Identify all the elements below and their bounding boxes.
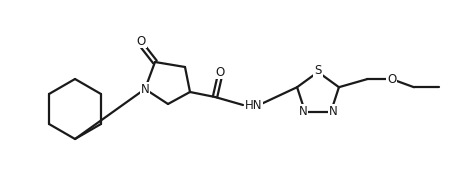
Text: N: N: [299, 105, 307, 118]
Text: O: O: [387, 73, 397, 86]
Text: N: N: [329, 105, 337, 118]
Text: O: O: [215, 66, 225, 78]
Text: S: S: [314, 63, 321, 77]
Text: N: N: [141, 83, 149, 95]
Text: O: O: [136, 35, 146, 47]
Text: HN: HN: [245, 99, 263, 111]
